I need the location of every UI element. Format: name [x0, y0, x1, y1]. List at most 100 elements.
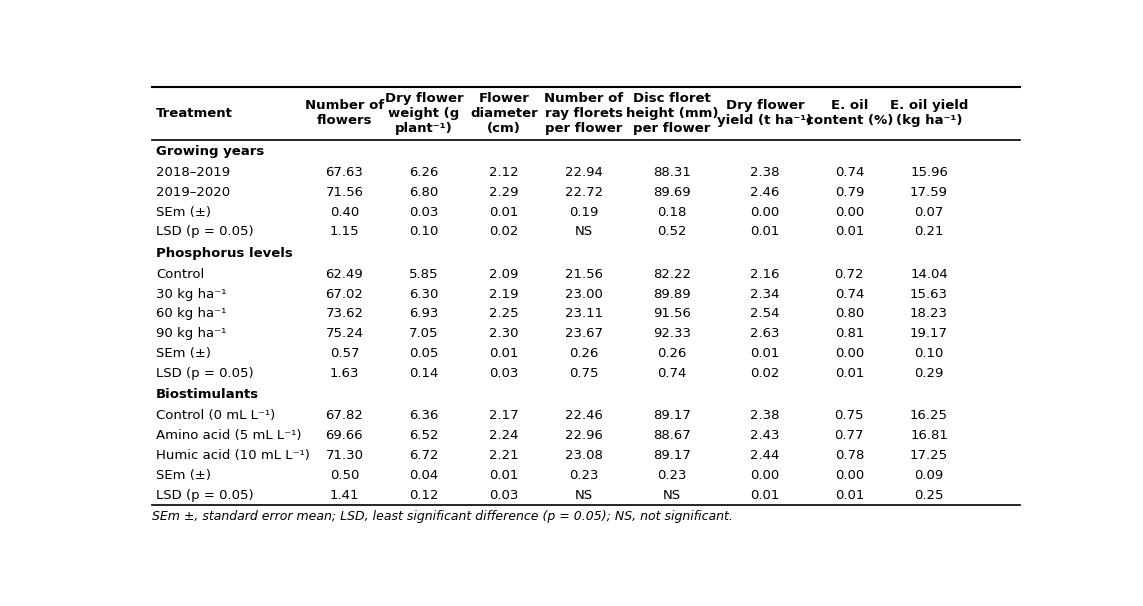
Text: 0.01: 0.01	[834, 489, 864, 502]
Text: 0.57: 0.57	[329, 347, 359, 360]
Text: 0.00: 0.00	[751, 205, 780, 219]
Text: 19.17: 19.17	[910, 327, 948, 341]
Text: Control (0 mL L⁻¹): Control (0 mL L⁻¹)	[157, 409, 275, 422]
Text: 2019–2020: 2019–2020	[157, 185, 230, 199]
Text: 0.02: 0.02	[751, 367, 780, 380]
Text: 23.00: 23.00	[565, 287, 602, 301]
Text: 1.15: 1.15	[329, 225, 359, 238]
Text: 17.25: 17.25	[910, 449, 948, 462]
Text: 89.17: 89.17	[653, 449, 692, 462]
Text: 5.85: 5.85	[409, 268, 439, 281]
Text: 75.24: 75.24	[326, 327, 363, 341]
Text: 2.46: 2.46	[751, 185, 780, 199]
Text: 16.25: 16.25	[910, 409, 948, 422]
Text: 2018–2019: 2018–2019	[157, 165, 230, 179]
Text: 0.77: 0.77	[834, 429, 864, 442]
Text: 0.19: 0.19	[569, 205, 598, 219]
Text: 0.74: 0.74	[834, 287, 864, 301]
Text: LSD (p = 0.05): LSD (p = 0.05)	[157, 225, 254, 238]
Text: 67.82: 67.82	[326, 409, 363, 422]
Text: 0.74: 0.74	[834, 165, 864, 179]
Text: Disc floret
height (mm)
per flower: Disc floret height (mm) per flower	[626, 92, 719, 135]
Text: 14.04: 14.04	[910, 268, 948, 281]
Text: 0.02: 0.02	[489, 225, 519, 238]
Text: 90 kg ha⁻¹: 90 kg ha⁻¹	[157, 327, 226, 341]
Text: E. oil yield
(kg ha⁻¹): E. oil yield (kg ha⁻¹)	[890, 99, 968, 127]
Text: 0.03: 0.03	[409, 205, 439, 219]
Text: 71.56: 71.56	[326, 185, 363, 199]
Text: 0.50: 0.50	[329, 469, 359, 482]
Text: 0.01: 0.01	[834, 367, 864, 380]
Text: 30 kg ha⁻¹: 30 kg ha⁻¹	[157, 287, 226, 301]
Text: LSD (p = 0.05): LSD (p = 0.05)	[157, 367, 254, 380]
Text: 2.12: 2.12	[489, 165, 519, 179]
Text: 69.66: 69.66	[326, 429, 363, 442]
Text: 2.54: 2.54	[751, 307, 780, 321]
Text: 6.72: 6.72	[409, 449, 439, 462]
Text: 2.16: 2.16	[751, 268, 780, 281]
Text: 22.94: 22.94	[565, 165, 602, 179]
Text: 0.00: 0.00	[834, 205, 864, 219]
Text: 0.10: 0.10	[914, 347, 944, 360]
Text: 0.01: 0.01	[751, 347, 780, 360]
Text: 1.41: 1.41	[329, 489, 359, 502]
Text: 6.52: 6.52	[409, 429, 439, 442]
Text: 0.01: 0.01	[751, 489, 780, 502]
Text: 2.25: 2.25	[489, 307, 519, 321]
Text: 0.10: 0.10	[409, 225, 439, 238]
Text: 2.38: 2.38	[751, 409, 780, 422]
Text: 0.04: 0.04	[409, 469, 439, 482]
Text: 22.46: 22.46	[565, 409, 602, 422]
Text: Growing years: Growing years	[157, 145, 264, 158]
Text: 0.14: 0.14	[409, 367, 439, 380]
Text: 71.30: 71.30	[326, 449, 363, 462]
Text: Dry flower
weight (g
plant⁻¹): Dry flower weight (g plant⁻¹)	[385, 92, 463, 135]
Text: 0.74: 0.74	[657, 367, 687, 380]
Text: Treatment: Treatment	[157, 107, 233, 120]
Text: 60 kg ha⁻¹: 60 kg ha⁻¹	[157, 307, 226, 321]
Text: 82.22: 82.22	[653, 268, 692, 281]
Text: Number of
ray florets
per flower: Number of ray florets per flower	[544, 92, 623, 135]
Text: 6.30: 6.30	[409, 287, 439, 301]
Text: 0.00: 0.00	[834, 347, 864, 360]
Text: 21.56: 21.56	[565, 268, 602, 281]
Text: 0.29: 0.29	[914, 367, 944, 380]
Text: 0.26: 0.26	[657, 347, 687, 360]
Text: 73.62: 73.62	[326, 307, 363, 321]
Text: 0.23: 0.23	[657, 469, 687, 482]
Text: 0.18: 0.18	[657, 205, 687, 219]
Text: 0.25: 0.25	[914, 489, 944, 502]
Text: 2.34: 2.34	[751, 287, 780, 301]
Text: 89.89: 89.89	[654, 287, 692, 301]
Text: NS: NS	[575, 489, 592, 502]
Text: 23.11: 23.11	[565, 307, 602, 321]
Text: 0.80: 0.80	[834, 307, 864, 321]
Text: 0.52: 0.52	[657, 225, 687, 238]
Text: 15.96: 15.96	[910, 165, 948, 179]
Text: 22.72: 22.72	[565, 185, 602, 199]
Text: 0.07: 0.07	[914, 205, 944, 219]
Text: 16.81: 16.81	[910, 429, 948, 442]
Text: 2.63: 2.63	[751, 327, 780, 341]
Text: 0.00: 0.00	[751, 469, 780, 482]
Text: 2.44: 2.44	[751, 449, 780, 462]
Text: 2.21: 2.21	[489, 449, 519, 462]
Text: LSD (p = 0.05): LSD (p = 0.05)	[157, 489, 254, 502]
Text: 0.78: 0.78	[834, 449, 864, 462]
Text: 0.03: 0.03	[489, 489, 519, 502]
Text: 0.75: 0.75	[569, 367, 598, 380]
Text: Amino acid (5 mL L⁻¹): Amino acid (5 mL L⁻¹)	[157, 429, 302, 442]
Text: Control: Control	[157, 268, 205, 281]
Text: 0.75: 0.75	[834, 409, 864, 422]
Text: 0.01: 0.01	[489, 469, 519, 482]
Text: 6.80: 6.80	[409, 185, 439, 199]
Text: 0.01: 0.01	[489, 205, 519, 219]
Text: 23.08: 23.08	[565, 449, 602, 462]
Text: NS: NS	[663, 489, 681, 502]
Text: 2.29: 2.29	[489, 185, 519, 199]
Text: 22.96: 22.96	[565, 429, 602, 442]
Text: Humic acid (10 mL L⁻¹): Humic acid (10 mL L⁻¹)	[157, 449, 310, 462]
Text: 67.02: 67.02	[326, 287, 363, 301]
Text: 0.21: 0.21	[914, 225, 944, 238]
Text: 6.26: 6.26	[409, 165, 439, 179]
